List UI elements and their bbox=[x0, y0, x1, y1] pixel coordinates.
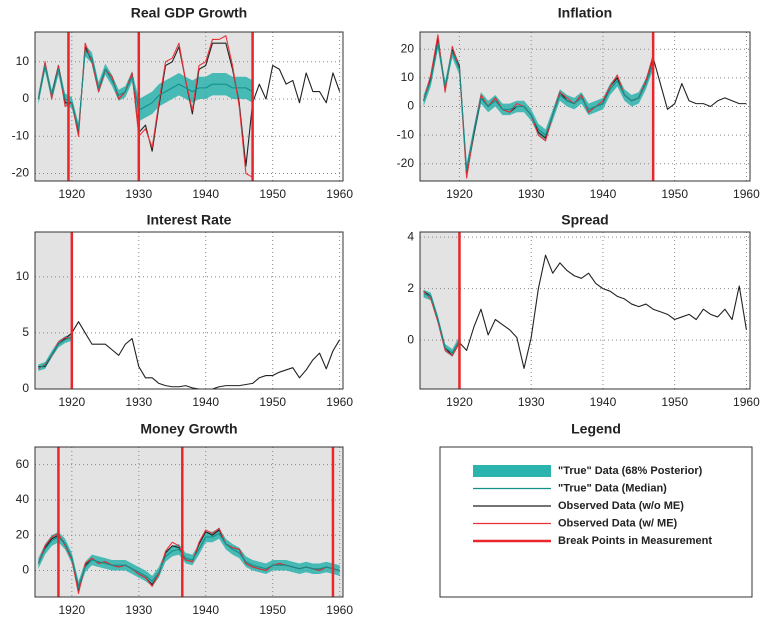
y-tick-label: 20 bbox=[401, 41, 415, 55]
x-tick-label: 1940 bbox=[192, 603, 219, 617]
plot-frame bbox=[419, 231, 751, 390]
x-tick-label: 1960 bbox=[733, 187, 760, 201]
legend-label: "True" Data (Median) bbox=[558, 482, 667, 494]
plot-bg bbox=[420, 232, 750, 389]
legend-label: "True" Data (68% Posterior) bbox=[558, 465, 703, 477]
x-tick-label: 1920 bbox=[446, 187, 473, 201]
legend-swatch bbox=[473, 465, 551, 477]
x-tick-label: 1930 bbox=[125, 395, 152, 409]
y-tick-label: -10 bbox=[397, 127, 415, 141]
panel: Money Growth 1920 1930 1940 1950 1960 0 20 40 60 bbox=[16, 421, 354, 617]
series-line bbox=[423, 42, 654, 171]
x-tick-label: 1930 bbox=[125, 603, 152, 617]
x-tick-label: 1920 bbox=[58, 187, 85, 201]
y-tick-label: 0 bbox=[22, 381, 29, 395]
series-line bbox=[423, 290, 460, 357]
y-tick-label: 0 bbox=[22, 563, 29, 577]
y-tick-label: 10 bbox=[401, 70, 415, 84]
panel-title: Inflation bbox=[558, 5, 612, 21]
y-tick-label: 5 bbox=[22, 325, 29, 339]
y-tick-label: 60 bbox=[16, 457, 30, 471]
y-tick-label: 10 bbox=[16, 54, 30, 68]
x-tick-label: 1960 bbox=[326, 395, 353, 409]
panel-title: Real GDP Growth bbox=[131, 5, 247, 21]
series-line bbox=[37, 50, 253, 130]
x-tick-label: 1950 bbox=[661, 187, 688, 201]
y-tick-label: 10 bbox=[16, 269, 30, 283]
y-tick-label: 2 bbox=[407, 281, 414, 295]
x-tick-label: 1950 bbox=[259, 187, 286, 201]
legend-panel: Legend "True" Data (68% Posterior) "True" … bbox=[439, 421, 753, 598]
x-tick-label: 1950 bbox=[661, 395, 688, 409]
shaded-region bbox=[420, 232, 460, 389]
y-tick-label: 20 bbox=[16, 527, 30, 541]
plot-area bbox=[38, 232, 341, 389]
x-tick-label: 1940 bbox=[192, 395, 219, 409]
x-tick-label: 1930 bbox=[518, 395, 545, 409]
panel-title: Money Growth bbox=[140, 421, 237, 437]
x-tick-label: 1950 bbox=[259, 603, 286, 617]
panel-title: Legend bbox=[571, 421, 621, 437]
plot-area bbox=[37, 32, 341, 181]
legend-label: Observed Data (w/ ME) bbox=[558, 517, 678, 529]
legend-label: Break Points in Measurement bbox=[558, 535, 712, 547]
plot-frame bbox=[419, 31, 751, 182]
y-tick-label: -20 bbox=[397, 156, 415, 170]
x-tick-label: 1940 bbox=[590, 395, 617, 409]
plot-bg bbox=[35, 232, 343, 389]
y-tick-label: 0 bbox=[407, 99, 414, 113]
shaded-region bbox=[35, 232, 72, 389]
x-tick-label: 1930 bbox=[125, 187, 152, 201]
plot-area bbox=[423, 232, 747, 389]
legend-label: Observed Data (w/o ME) bbox=[558, 500, 684, 512]
panel: Spread 1920 1930 1940 1950 1960 0 2 4 bbox=[407, 212, 760, 409]
x-tick-label: 1960 bbox=[326, 603, 353, 617]
series-line bbox=[38, 336, 73, 369]
y-tick-label: 40 bbox=[16, 492, 30, 506]
panel-title: Spread bbox=[561, 212, 608, 228]
y-tick-label: 0 bbox=[407, 332, 414, 346]
plot-frame bbox=[34, 31, 344, 182]
x-tick-label: 1920 bbox=[58, 395, 85, 409]
x-tick-label: 1950 bbox=[259, 395, 286, 409]
y-tick-label: -20 bbox=[12, 166, 30, 180]
panel: Inflation 1920 1930 1940 1950 1960 -20 -10 0 10 20 bbox=[397, 5, 760, 201]
plot-area bbox=[37, 447, 340, 597]
y-tick-label: 4 bbox=[407, 229, 414, 243]
posterior-band bbox=[38, 528, 340, 592]
x-tick-label: 1960 bbox=[733, 395, 760, 409]
y-tick-label: 0 bbox=[22, 91, 29, 105]
x-tick-label: 1920 bbox=[58, 603, 85, 617]
x-tick-label: 1920 bbox=[446, 395, 473, 409]
x-tick-label: 1960 bbox=[326, 187, 353, 201]
plot-area bbox=[423, 32, 747, 181]
x-tick-label: 1940 bbox=[590, 187, 617, 201]
posterior-band bbox=[38, 45, 253, 135]
series-line bbox=[38, 321, 341, 389]
y-tick-label: -10 bbox=[12, 128, 30, 142]
x-tick-label: 1930 bbox=[518, 187, 545, 201]
panel-title: Interest Rate bbox=[147, 212, 232, 228]
panel: Interest Rate 1920 1930 1940 1950 1960 0 5 10 bbox=[16, 212, 354, 409]
panel: Real GDP Growth 1920 1930 1940 1950 1960 -20 -1… bbox=[12, 5, 354, 201]
x-tick-label: 1940 bbox=[192, 187, 219, 201]
series-line bbox=[423, 293, 460, 354]
series-line bbox=[37, 532, 340, 587]
plot-frame bbox=[34, 446, 344, 598]
series-line bbox=[423, 254, 747, 369]
series-line bbox=[37, 35, 253, 178]
plot-frame bbox=[34, 231, 344, 390]
